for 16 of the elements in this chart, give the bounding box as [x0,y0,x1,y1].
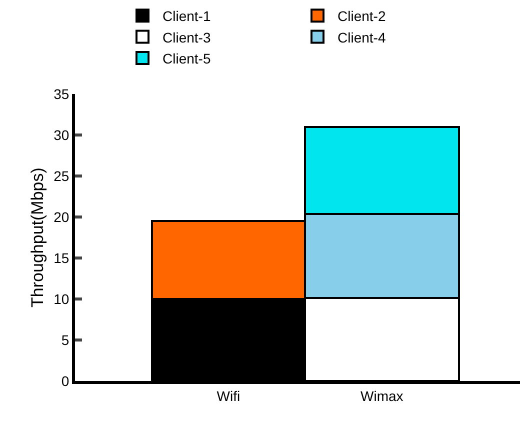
y-tick-label: 0 [61,372,70,389]
legend-label: Client-3 [162,29,211,46]
y-tick-label: 20 [54,208,70,225]
y-tick-label: 30 [54,126,70,143]
y-tick-label: 15 [54,250,70,266]
legend-label: Client-2 [338,8,386,24]
y-axis-title: Throughput(Mbps) [28,168,48,308]
legend-label: Client-5 [162,50,211,66]
x-tick-label: Wifi [216,388,240,404]
legend-label: Client-4 [338,29,386,46]
y-tick-label: 5 [61,332,70,348]
y-tick-label: 35 [54,86,70,102]
legend-label: Client-1 [162,8,211,24]
y-tick-label: 10 [54,290,70,307]
y-tick-label: 25 [54,168,70,184]
x-tick-label: Wimax [360,388,404,404]
